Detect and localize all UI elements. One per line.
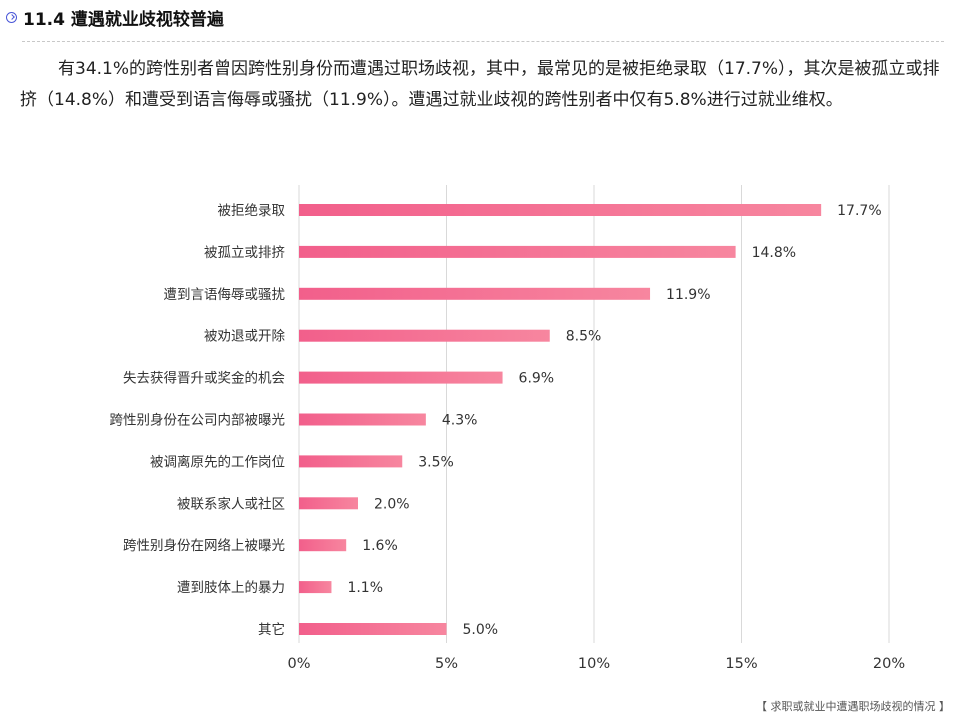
intro-paragraph: 有34.1%的跨性别者曾因跨性别身份而遭遇过职场歧视，其中，最常见的是被拒绝录取… — [20, 59, 940, 110]
category-label: 被拒绝录取 — [218, 203, 286, 219]
value-label: 2.0% — [374, 496, 410, 512]
value-label: 6.9% — [519, 371, 555, 387]
x-tick-label: 20% — [873, 656, 905, 672]
category-label: 跨性别身份在网络上被曝光 — [123, 538, 285, 554]
category-label: 被劝退或开除 — [204, 329, 285, 345]
dashed-divider — [22, 41, 944, 42]
x-tick-label: 15% — [725, 656, 757, 672]
bar-chart: 被拒绝录取 17.7% 被孤立或排挤 14.8% 遭到言语侮辱或骚扰 11.9% 被劝退或开… — [110, 185, 905, 672]
bar — [299, 204, 822, 216]
bar — [299, 539, 347, 552]
section-title: 11.4 遭遇就业歧视较普遍 — [23, 9, 224, 30]
value-label: 1.6% — [362, 538, 398, 554]
bar — [299, 581, 332, 594]
category-label: 被调离原先的工作岗位 — [150, 453, 285, 470]
bar — [299, 623, 447, 635]
value-label: 8.5% — [566, 329, 602, 345]
bar — [299, 371, 503, 384]
x-tick-label: 10% — [578, 656, 610, 672]
chevron-circle-icon — [6, 11, 17, 23]
bar — [299, 497, 358, 510]
value-label: 5.0% — [463, 622, 499, 638]
chart-source-note: 【 求职或就业中遭遇职场歧视的情况 】 — [756, 700, 950, 713]
category-label: 被联系家人或社区 — [177, 495, 285, 512]
category-label: 其它 — [258, 621, 285, 638]
section-header: 11.4 遭遇就业歧视较普遍 — [6, 4, 224, 30]
category-label: 失去获得晋升或奖金的机会 — [123, 370, 285, 387]
category-label: 遭到肢体上的暴力 — [177, 580, 285, 596]
bar — [299, 413, 426, 426]
value-label: 11.9% — [666, 287, 710, 303]
category-label: 遭到言语侮辱或骚扰 — [164, 287, 286, 303]
category-label: 被孤立或排挤 — [204, 245, 285, 261]
value-label: 14.8% — [752, 245, 796, 261]
bar — [299, 245, 736, 258]
x-tick-label: 5% — [435, 656, 458, 672]
value-label: 1.1% — [347, 580, 383, 596]
category-label: 跨性别身份在公司内部被曝光 — [110, 413, 286, 429]
bar — [299, 329, 550, 342]
x-tick-label: 0% — [287, 656, 310, 672]
value-label: 3.5% — [418, 454, 454, 470]
value-label: 17.7% — [837, 203, 881, 219]
value-label: 4.3% — [442, 413, 478, 429]
bar — [299, 287, 651, 300]
bar — [299, 455, 403, 468]
